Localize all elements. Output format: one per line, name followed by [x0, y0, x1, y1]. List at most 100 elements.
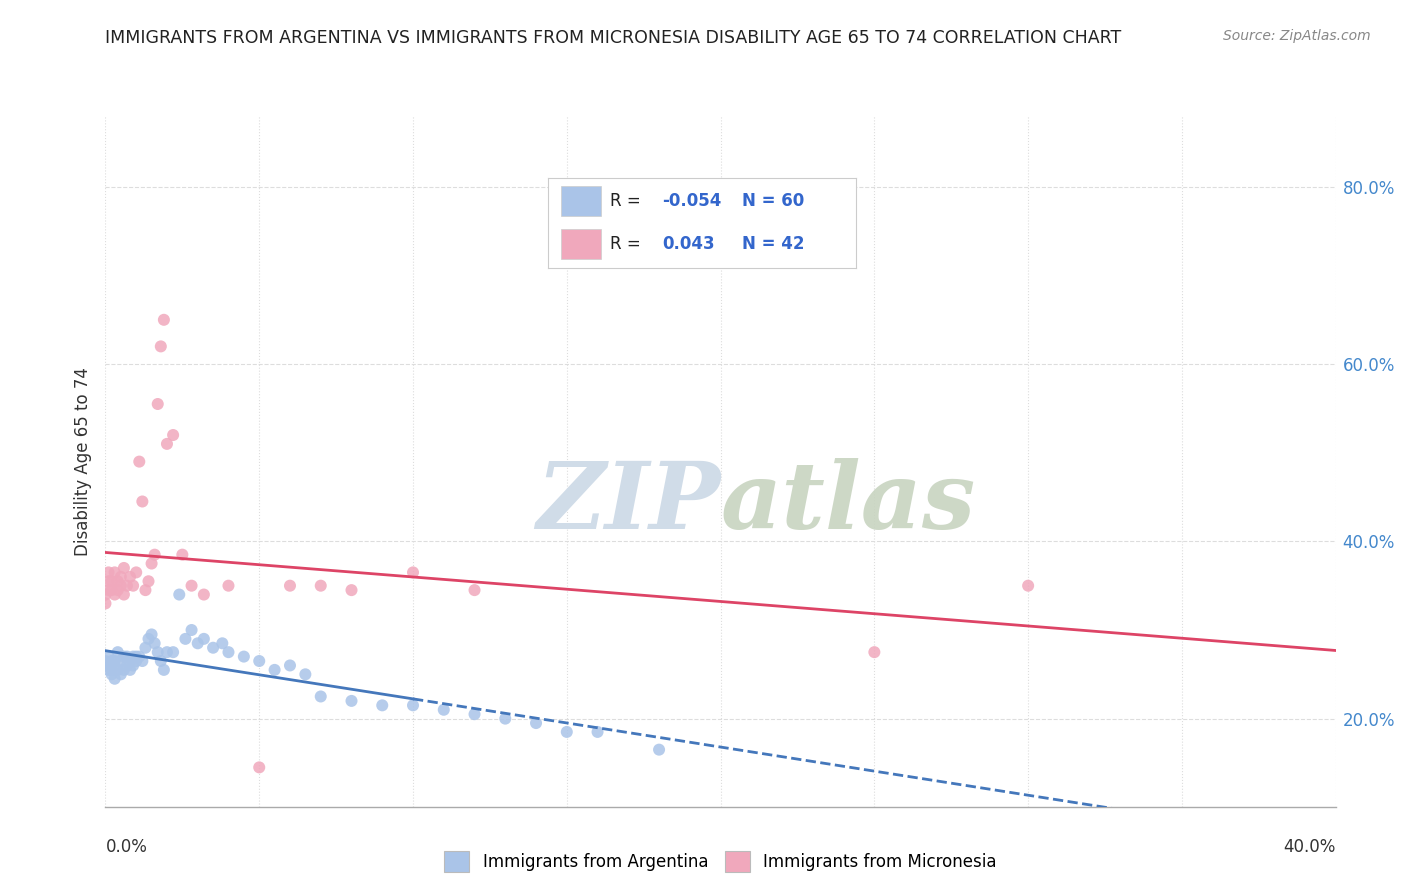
- Point: [153, 663, 176, 677]
- Text: N = 60: N = 60: [742, 192, 804, 211]
- Text: R =: R =: [610, 192, 641, 211]
- Text: 0.043: 0.043: [662, 235, 714, 253]
- Point: [100, 583, 122, 598]
- Point: [94, 596, 117, 610]
- Point: [340, 694, 363, 708]
- Point: [232, 649, 254, 664]
- Text: R =: R =: [610, 235, 641, 253]
- Point: [153, 313, 176, 327]
- Text: IMMIGRANTS FROM ARGENTINA VS IMMIGRANTS FROM MICRONESIA DISABILITY AGE 65 TO 74 : IMMIGRANTS FROM ARGENTINA VS IMMIGRANTS …: [105, 29, 1122, 46]
- Point: [193, 588, 215, 602]
- Point: [94, 658, 117, 673]
- Point: [172, 548, 194, 562]
- Point: [371, 698, 394, 713]
- Point: [138, 632, 160, 646]
- Point: [125, 566, 148, 580]
- Point: [524, 716, 547, 731]
- Point: [146, 645, 169, 659]
- Text: 40.0%: 40.0%: [1284, 838, 1336, 855]
- Text: Source: ZipAtlas.com: Source: ZipAtlas.com: [1223, 29, 1371, 43]
- Point: [1017, 579, 1039, 593]
- Point: [278, 658, 301, 673]
- Point: [247, 654, 270, 668]
- Point: [115, 579, 138, 593]
- Point: [211, 636, 233, 650]
- Point: [115, 649, 138, 664]
- Point: [104, 566, 127, 580]
- Point: [97, 583, 120, 598]
- Point: [309, 579, 332, 593]
- Point: [464, 707, 486, 722]
- Y-axis label: Disability Age 65 to 74: Disability Age 65 to 74: [73, 368, 91, 556]
- Text: N = 42: N = 42: [742, 235, 804, 253]
- Point: [122, 649, 145, 664]
- Point: [131, 654, 153, 668]
- Point: [112, 561, 135, 575]
- Point: [149, 654, 172, 668]
- Point: [110, 579, 132, 593]
- Point: [128, 455, 150, 469]
- Point: [94, 654, 117, 668]
- Point: [120, 570, 141, 584]
- Point: [110, 654, 132, 668]
- Point: [97, 663, 120, 677]
- Point: [122, 658, 145, 673]
- Point: [402, 698, 425, 713]
- Point: [169, 588, 191, 602]
- FancyBboxPatch shape: [561, 229, 600, 259]
- Point: [122, 579, 145, 593]
- Point: [120, 654, 141, 668]
- Point: [247, 760, 270, 774]
- Text: atlas: atlas: [721, 458, 976, 548]
- Point: [162, 645, 184, 659]
- Point: [97, 658, 120, 673]
- Point: [104, 658, 127, 673]
- Point: [138, 574, 160, 589]
- Point: [494, 712, 516, 726]
- Point: [100, 574, 122, 589]
- Point: [104, 588, 127, 602]
- Point: [115, 658, 138, 673]
- Point: [218, 645, 240, 659]
- Point: [125, 654, 148, 668]
- Point: [97, 574, 120, 589]
- Point: [263, 663, 285, 677]
- Point: [97, 566, 120, 580]
- Point: [134, 640, 156, 655]
- Point: [294, 667, 316, 681]
- Point: [97, 649, 120, 664]
- Point: [309, 690, 332, 704]
- Point: [143, 548, 166, 562]
- Point: [146, 397, 169, 411]
- Point: [156, 437, 179, 451]
- Point: [180, 623, 202, 637]
- Point: [202, 640, 225, 655]
- Point: [141, 557, 163, 571]
- FancyBboxPatch shape: [561, 186, 600, 216]
- Point: [180, 579, 202, 593]
- Point: [187, 636, 209, 650]
- Point: [112, 588, 135, 602]
- Point: [134, 583, 156, 598]
- Point: [110, 667, 132, 681]
- Point: [104, 654, 127, 668]
- Point: [107, 583, 129, 598]
- Point: [107, 645, 129, 659]
- Point: [143, 636, 166, 650]
- Point: [110, 570, 132, 584]
- Point: [218, 579, 240, 593]
- Legend: Immigrants from Argentina, Immigrants from Micronesia: Immigrants from Argentina, Immigrants fr…: [437, 845, 1004, 879]
- Point: [863, 645, 886, 659]
- Point: [112, 649, 135, 664]
- Point: [128, 649, 150, 664]
- Point: [193, 632, 215, 646]
- Point: [156, 645, 179, 659]
- Point: [104, 672, 127, 686]
- Point: [141, 627, 163, 641]
- Point: [120, 663, 141, 677]
- Point: [100, 654, 122, 668]
- Point: [174, 632, 197, 646]
- Point: [402, 566, 425, 580]
- Point: [112, 663, 135, 677]
- Point: [433, 703, 456, 717]
